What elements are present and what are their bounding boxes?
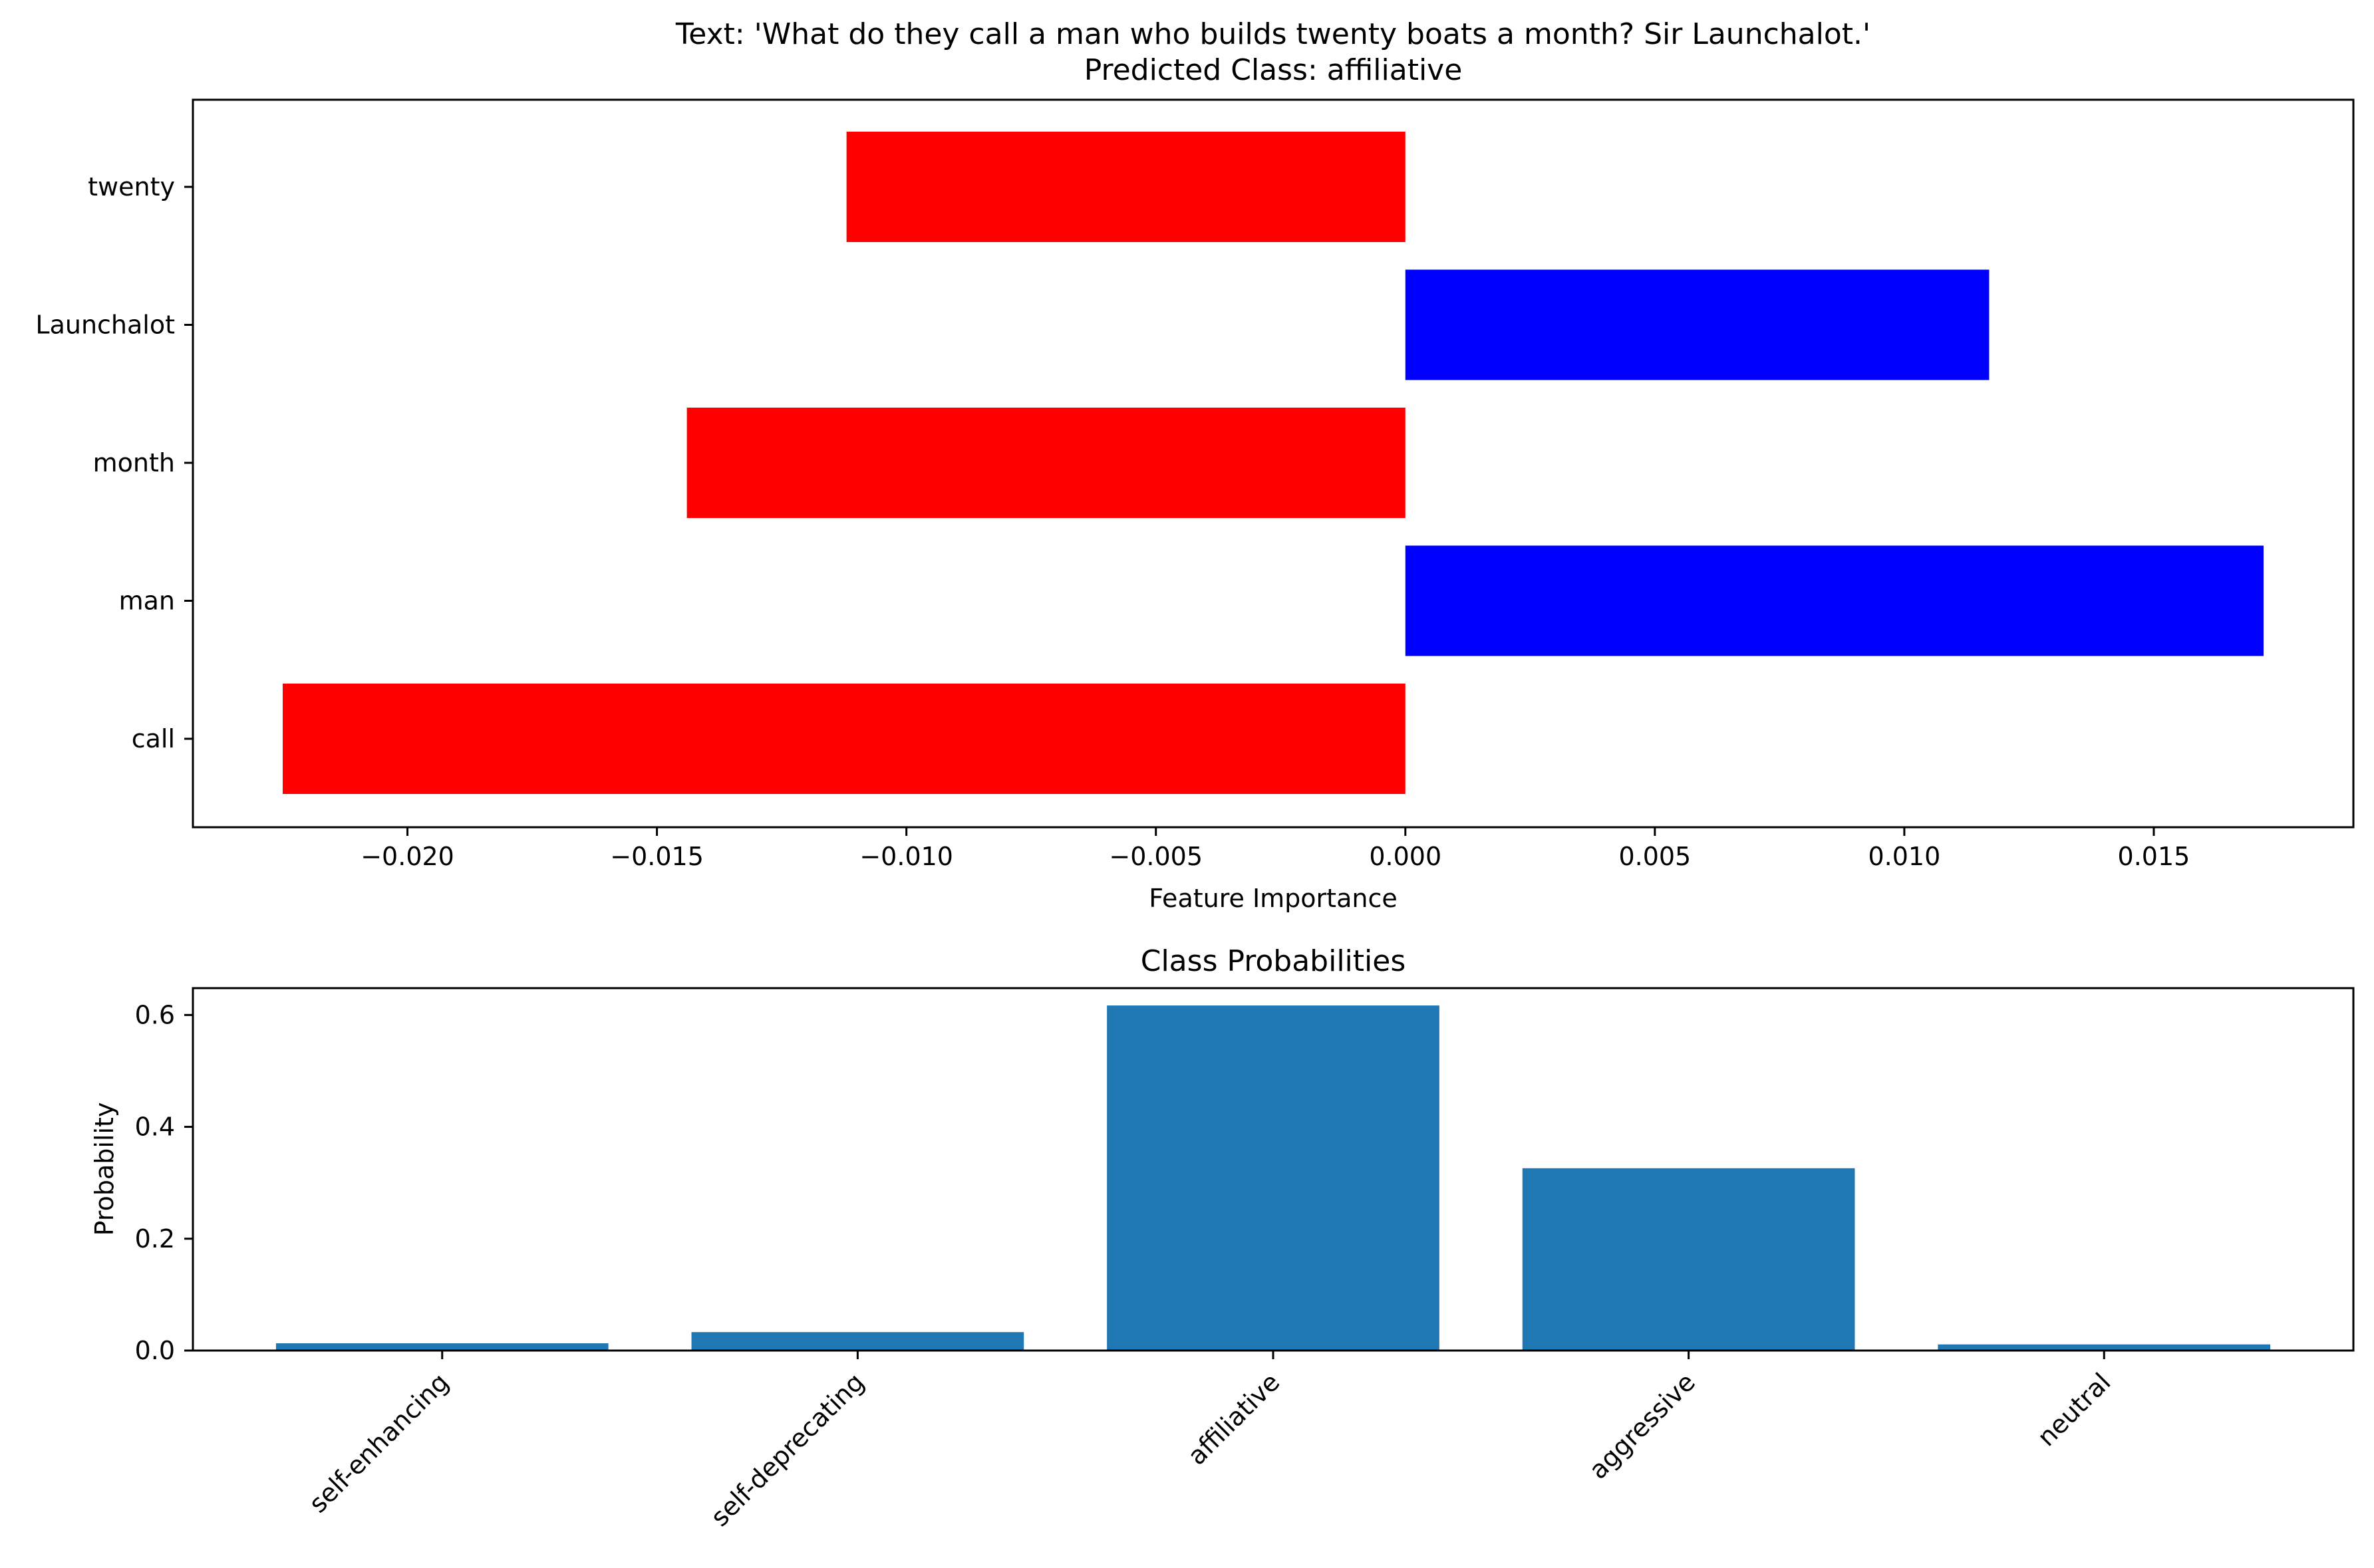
x-tick-label: affiliative <box>1182 1367 1285 1470</box>
feature-bar-launchalot <box>1405 269 1990 380</box>
feature-importance-y-ticks: twenty Launchalot month man call <box>35 172 193 753</box>
class-probabilities-chart: Class Probabilities 0.0 0.2 0.4 0.6 self-en… <box>90 944 2355 1532</box>
figure-title-line-2: Predicted Class: affiliative <box>1084 53 1463 87</box>
feature-bar-call <box>283 684 1406 794</box>
y-tick-label: 0.4 <box>135 1112 175 1142</box>
class-probabilities-bars <box>275 1005 2271 1351</box>
feature-bar-man <box>1405 545 2264 656</box>
feature-importance-bars <box>283 132 2264 794</box>
probability-bar-self-deprecating <box>691 1332 1024 1351</box>
y-tick-label: Launchalot <box>35 311 175 340</box>
class-probabilities-x-ticks: self-enhancing self-deprecating affiliativ… <box>303 1351 2117 1532</box>
x-tick-label: −0.015 <box>610 842 704 871</box>
probability-bar-aggressive <box>1522 1168 1855 1351</box>
y-tick-label: 0.6 <box>135 1000 175 1029</box>
x-tick-label: self-deprecating <box>705 1367 870 1532</box>
y-tick-label: 0.0 <box>135 1336 175 1365</box>
x-tick-label: 0.010 <box>1868 842 1940 871</box>
y-tick-label: twenty <box>88 172 175 201</box>
y-tick-label: call <box>132 724 175 753</box>
feature-bar-twenty <box>846 132 1406 242</box>
x-tick-label: −0.010 <box>859 842 953 871</box>
probability-bar-neutral <box>1938 1344 2271 1351</box>
class-probabilities-y-axis-label: Probability <box>90 1103 119 1236</box>
x-tick-label: neutral <box>2031 1367 2116 1452</box>
y-tick-label: month <box>93 448 175 477</box>
figure-title-line-1: Text: 'What do they call a man who build… <box>675 17 1870 51</box>
x-tick-label: −0.020 <box>361 842 454 871</box>
class-probabilities-y-ticks: 0.0 0.2 0.4 0.6 <box>135 1000 193 1365</box>
class-probabilities-title: Class Probabilities <box>1141 944 1406 978</box>
x-tick-label: self-enhancing <box>303 1367 454 1518</box>
x-tick-label: 0.000 <box>1369 842 1441 871</box>
feature-importance-x-ticks: −0.020 −0.015 −0.010 −0.005 0.000 0.005 0.010 0… <box>361 827 2190 871</box>
y-tick-label: man <box>119 587 175 616</box>
x-tick-label: aggressive <box>1583 1367 1701 1485</box>
x-tick-label: 0.005 <box>1618 842 1691 871</box>
x-tick-label: 0.015 <box>2118 842 2190 871</box>
feature-bar-month <box>686 408 1406 518</box>
feature-importance-chart: twenty Launchalot month man call −0.020 −0.01… <box>35 98 2355 913</box>
y-tick-label: 0.2 <box>135 1224 175 1253</box>
feature-importance-x-axis-label: Feature Importance <box>1149 884 1397 913</box>
probability-bar-self-enhancing <box>275 1343 609 1351</box>
x-tick-label: −0.005 <box>1109 842 1203 871</box>
probability-bar-affiliative <box>1107 1005 1439 1351</box>
